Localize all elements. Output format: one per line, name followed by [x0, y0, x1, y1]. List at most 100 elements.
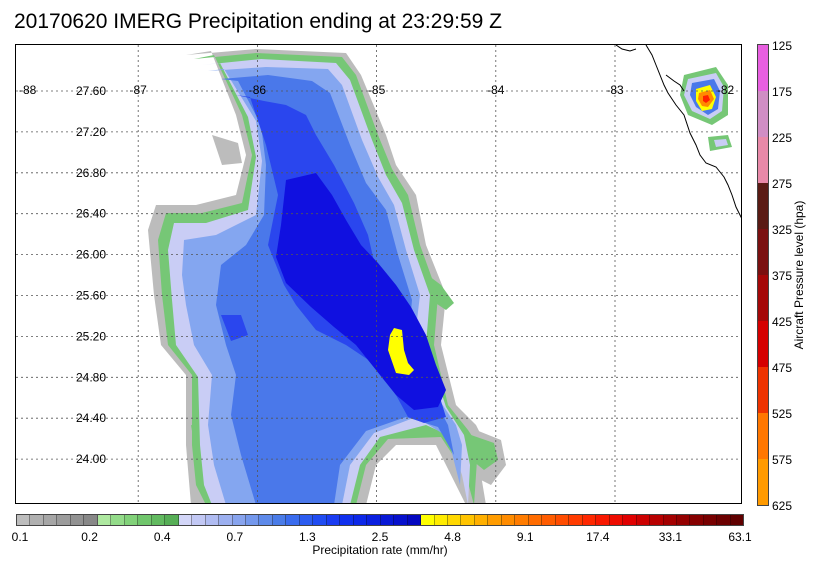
precip-color-step	[84, 515, 98, 525]
precip-yellow-core	[388, 328, 414, 375]
precip-color-step	[421, 515, 435, 525]
latitude-label: 27.60	[76, 84, 106, 98]
precip-color-step	[272, 515, 287, 525]
precip-color-step	[474, 515, 489, 525]
precip-tick-label: 0.7	[226, 530, 244, 544]
precip-color-step	[596, 515, 610, 525]
coastline-islands	[665, 74, 685, 92]
pressure-tick-label: 375	[772, 269, 793, 283]
precip-color-step	[259, 515, 273, 525]
latitude-label: 24.40	[76, 411, 106, 425]
precipitation-colorbar	[16, 514, 744, 526]
precip-color-step	[542, 515, 556, 525]
precip-color-step	[367, 515, 381, 525]
precip-color-step	[326, 515, 341, 525]
precip-color-step	[97, 515, 112, 525]
precip-color-step	[340, 515, 354, 525]
coastline-florida-north	[615, 45, 637, 52]
precip-color-step	[124, 515, 139, 525]
precip-color-step	[703, 515, 718, 525]
precip-color-step	[57, 515, 71, 525]
pressure-color-step	[758, 413, 768, 459]
precip-tick-label: 0.2	[81, 530, 98, 544]
green-band-south-lobe	[468, 435, 498, 470]
longitude-label: -87	[130, 83, 148, 97]
precip-color-step	[17, 515, 31, 525]
pressure-tick-label: 425	[772, 315, 793, 329]
pressure-color-step	[758, 321, 768, 367]
precip-color-step	[488, 515, 502, 525]
precip-color-step	[232, 515, 246, 525]
pressure-tick-label: 175	[772, 85, 793, 99]
storm-cell-small-pale-blue	[714, 139, 728, 147]
precip-tick-label: 4.8	[444, 530, 461, 544]
precip-tick-label: 63.1	[728, 530, 752, 544]
longitude-label: -88	[19, 83, 37, 97]
pressure-color-step	[758, 459, 768, 505]
precip-color-step	[70, 515, 85, 525]
latitude-label: 26.00	[76, 248, 106, 262]
precip-color-step	[178, 515, 193, 525]
gray-patch-west	[212, 135, 242, 165]
pressure-tick-label: 475	[772, 361, 793, 375]
precip-color-step	[555, 515, 570, 525]
precip-color-step	[353, 515, 368, 525]
precip-color-step	[434, 515, 448, 525]
precip-tick-label: 9.1	[516, 530, 534, 544]
precip-tick-label: 0.4	[153, 530, 171, 544]
precip-color-step	[690, 515, 704, 525]
precip-color-step	[313, 515, 327, 525]
pressure-tick-label: 275	[772, 177, 793, 191]
precip-color-step	[448, 515, 462, 525]
precip-color-step	[286, 515, 300, 525]
pressure-tick-label: 225	[772, 131, 793, 145]
longitude-label: -86	[249, 83, 267, 97]
coastline-florida-west	[645, 45, 741, 219]
latitude-label: 26.80	[76, 166, 106, 180]
precip-color-step	[299, 515, 314, 525]
precip-color-step	[623, 515, 637, 525]
precip-color-step	[165, 515, 179, 525]
precip-tick-label: 0.1	[11, 530, 29, 544]
precip-color-step	[138, 515, 152, 525]
precip-color-step	[245, 515, 260, 525]
latitude-label: 25.20	[76, 329, 106, 343]
precip-color-step	[151, 515, 166, 525]
longitude-label: -83	[606, 83, 624, 97]
pressure-colorbar	[757, 44, 769, 506]
pressure-tick-label: 575	[772, 453, 793, 467]
precip-tick-label: 33.1	[658, 530, 683, 544]
precip-color-step	[528, 515, 543, 525]
precip-color-step	[717, 515, 731, 525]
precip-color-step	[380, 515, 395, 525]
precip-color-step	[111, 515, 125, 525]
storm-cell-red	[703, 95, 710, 103]
pressure-color-step	[758, 275, 768, 321]
precip-color-step	[43, 515, 58, 525]
precip-color-step	[676, 515, 691, 525]
pressure-tick-label: 325	[772, 223, 793, 237]
pressure-tick-label: 125	[772, 39, 793, 53]
precip-color-step	[394, 515, 408, 525]
precip-color-step	[515, 515, 529, 525]
latitude-label: 27.20	[76, 125, 106, 139]
precip-color-step	[569, 515, 583, 525]
precipitation-colorbar-title: Precipitation rate (mm/hr)	[312, 543, 448, 557]
precip-color-step	[582, 515, 597, 525]
precip-tick-label: 1.3	[299, 530, 316, 544]
latitude-label: 26.40	[76, 207, 106, 221]
green-band-east-lobe	[421, 270, 454, 310]
pressure-color-step	[758, 91, 768, 137]
lat-lon-grid: -88 -87 -86 -85 -84 -83 -82 27.60 27.20 26.80 26.4…	[16, 45, 741, 503]
pressure-color-step	[758, 367, 768, 413]
pressure-color-step	[758, 45, 768, 91]
pressure-colorbar-title: Aircraft Pressure level (hpa)	[792, 200, 806, 350]
longitude-label: -84	[487, 83, 505, 97]
precip-color-step	[609, 515, 624, 525]
precip-color-step	[461, 515, 475, 525]
precip-color-step	[205, 515, 220, 525]
precip-blue-patch-west	[221, 315, 248, 341]
precip-color-step	[636, 515, 651, 525]
latitude-label: 24.80	[76, 370, 106, 384]
longitude-label: -85	[368, 83, 386, 97]
